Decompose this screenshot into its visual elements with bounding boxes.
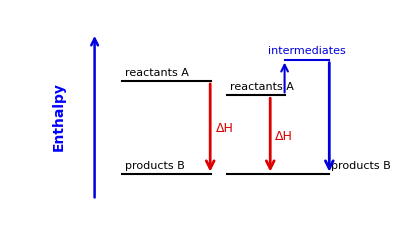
Text: Enthalpy: Enthalpy [52,82,66,151]
Text: reactants A: reactants A [125,67,189,78]
Text: products B: products B [125,161,185,171]
Text: products B: products B [331,161,391,171]
Text: ΔH: ΔH [275,130,293,143]
Text: ΔH: ΔH [216,122,234,135]
Text: intermediates: intermediates [268,46,346,56]
Text: reactants A: reactants A [230,82,294,92]
